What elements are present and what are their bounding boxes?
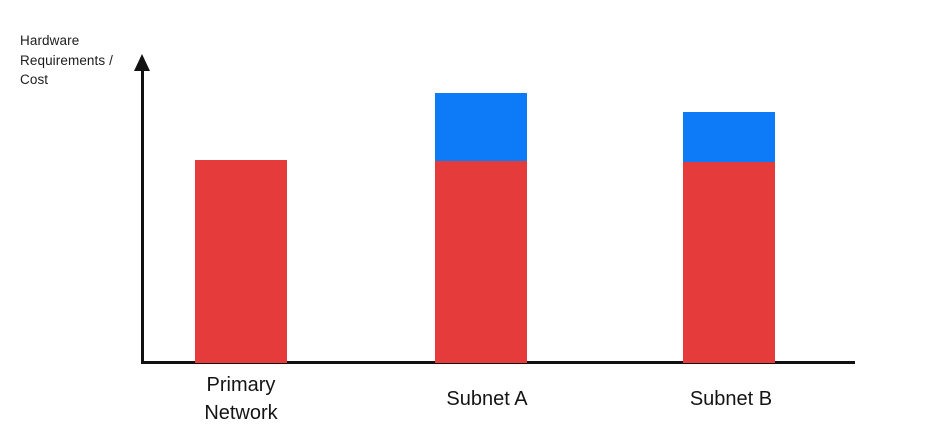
y-axis-label: Hardware Requirements / Cost xyxy=(20,33,113,88)
category-label-subnet-a: Subnet A xyxy=(446,388,528,411)
category-label-primary-network: Primary Network xyxy=(204,374,278,424)
bar-primary-network xyxy=(195,160,287,363)
bar-segment-top xyxy=(435,93,527,161)
y-axis-line xyxy=(141,66,144,363)
bar-segment-base xyxy=(683,162,775,363)
bar-segment-base xyxy=(195,160,287,363)
y-axis-arrowhead-icon xyxy=(134,54,150,71)
bar-segment-base xyxy=(435,161,527,363)
bar-subnet-b xyxy=(683,112,775,363)
bar-subnet-a xyxy=(435,93,527,363)
bar-segment-top xyxy=(683,112,775,162)
category-label-subnet-b: Subnet B xyxy=(689,388,773,411)
